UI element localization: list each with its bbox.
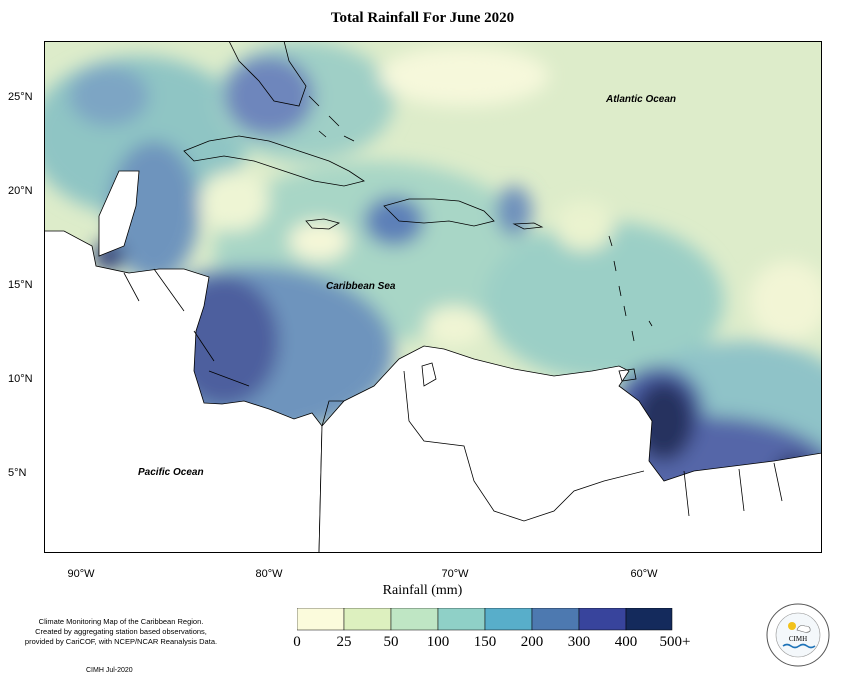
credits-line: provided by CariCOF, with NCEP/NCAR Rean… [24, 637, 218, 646]
map-title: Total Rainfall For June 2020 [330, 10, 515, 26]
rainfall-legend [297, 608, 673, 631]
dry-pocket [379, 46, 549, 106]
lat-tick-label: 25°N [8, 91, 33, 103]
dry-pocket [749, 261, 822, 341]
lon-tick-label: 90°W [67, 568, 95, 580]
rainfall-zone [484, 221, 724, 381]
cloud-icon [796, 625, 811, 633]
panama-colombia-border [321, 400, 344, 427]
jamaica-outline [305, 218, 341, 230]
central-america-land [44, 230, 323, 553]
lat-tick-label: 10°N [8, 373, 33, 385]
trinidad-outline [618, 368, 637, 382]
rainfall-map [44, 41, 822, 553]
dry-pocket [424, 306, 484, 346]
legend-break-label: 100 [426, 634, 450, 650]
legend-break-label: 300 [567, 634, 591, 650]
puerto-rico-outline [512, 222, 544, 230]
hispaniola-outline [383, 198, 495, 227]
bahamas-outline [308, 95, 355, 142]
credits-text: Climate Monitoring Map of the Caribbean … [6, 617, 236, 647]
guianas-borders [683, 462, 783, 517]
legend-swatch-0 [297, 608, 345, 631]
lake-maracaibo [421, 362, 437, 387]
venezuela-border [403, 370, 645, 522]
lat-tick-label: 15°N [8, 279, 33, 291]
legend-break-label: 0 [293, 634, 301, 650]
map-frame [44, 41, 822, 553]
rainfall-zone [364, 196, 424, 246]
legend-break-label: 25 [336, 634, 352, 650]
lat-tick-label: 20°N [8, 185, 33, 197]
atlantic-ocean-label: Atlantic Ocean [606, 94, 677, 105]
legend-break-label: 500+ [659, 634, 691, 650]
credits-line: Climate Monitoring Map of the Caribbean … [38, 617, 204, 626]
legend-break-label: 400 [614, 634, 638, 650]
credits-line: Created by aggregating station based obs… [35, 627, 207, 636]
lon-tick-label: 70°W [441, 568, 469, 580]
legend-swatch-3 [437, 608, 486, 631]
waves-icon [782, 643, 816, 649]
dry-pocket [289, 221, 349, 261]
sun-icon [788, 622, 796, 630]
legend-swatch-2 [390, 608, 439, 631]
caribbean-sea-label: Caribbean Sea [326, 281, 396, 292]
legend-swatch-5 [531, 608, 580, 631]
lat-tick-label: 5°N [8, 467, 27, 479]
logo-text: CIMH [789, 635, 807, 643]
lon-tick-label: 80°W [255, 568, 283, 580]
lon-tick-label: 60°W [630, 568, 658, 580]
coastlines [123, 41, 783, 522]
yucatan-land [98, 170, 140, 257]
central-america-borders [123, 268, 250, 387]
cuba-outline [183, 135, 365, 187]
legend-swatch-1 [343, 608, 392, 631]
legend-swatch-4 [484, 608, 533, 631]
legend-break-label: 50 [383, 634, 399, 650]
florida-outline [228, 41, 307, 107]
rainfall-zone [224, 56, 314, 136]
legend-swatch-6 [578, 608, 627, 631]
dry-pocket [554, 201, 614, 251]
pacific-ocean-label: Pacific Ocean [138, 467, 204, 478]
cimh-logo: CIMH [766, 603, 830, 667]
rainfall-zone [69, 66, 149, 126]
dry-pocket [199, 171, 269, 231]
cimh-stamp: CIMH Jul-2020 [86, 667, 133, 674]
legend-break-label: 200 [520, 634, 544, 650]
legend-title: Rainfall (mm) [382, 583, 463, 598]
land-areas [44, 170, 822, 553]
legend-break-label: 150 [473, 634, 497, 650]
legend-swatch-7 [625, 608, 673, 631]
lesser-antilles-outline [608, 235, 653, 342]
south-america-land [318, 345, 822, 553]
